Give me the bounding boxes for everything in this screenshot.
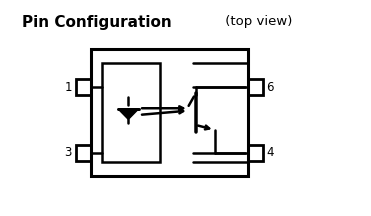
Text: 3: 3 [64,146,72,159]
Bar [76,145,91,161]
Bar [76,79,91,95]
Text: (top view): (top view) [221,15,292,28]
Text: 4: 4 [266,146,273,159]
Text: 6: 6 [266,81,273,94]
Polygon shape [118,109,139,119]
Bar [91,49,248,176]
Bar [248,79,263,95]
Bar [248,145,263,161]
Bar [102,62,160,162]
Text: Pin Configuration: Pin Configuration [22,15,172,30]
Text: 1: 1 [64,81,72,94]
